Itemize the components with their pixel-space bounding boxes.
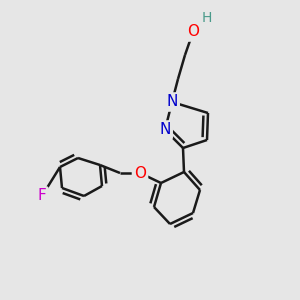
Text: N: N xyxy=(159,122,171,137)
Text: H: H xyxy=(202,11,212,25)
Text: N: N xyxy=(166,94,178,110)
Text: F: F xyxy=(38,188,46,203)
Text: O: O xyxy=(134,166,146,181)
Text: O: O xyxy=(187,25,199,40)
